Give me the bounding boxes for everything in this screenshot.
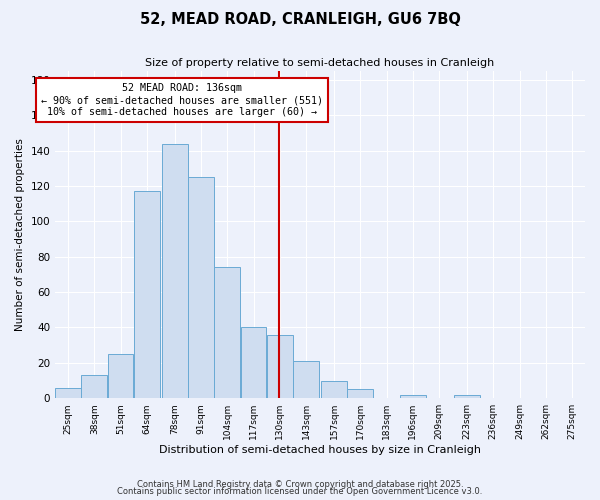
X-axis label: Distribution of semi-detached houses by size in Cranleigh: Distribution of semi-detached houses by … <box>159 445 481 455</box>
Bar <box>55 388 81 398</box>
Bar <box>82 375 107 398</box>
Bar <box>347 390 373 398</box>
Bar <box>214 268 240 398</box>
Bar <box>162 144 188 398</box>
Bar <box>107 354 133 398</box>
Bar <box>454 394 480 398</box>
Bar <box>400 394 425 398</box>
Bar <box>266 334 293 398</box>
Text: Contains HM Land Registry data © Crown copyright and database right 2025.: Contains HM Land Registry data © Crown c… <box>137 480 463 489</box>
Title: Size of property relative to semi-detached houses in Cranleigh: Size of property relative to semi-detach… <box>145 58 495 68</box>
Bar <box>293 361 319 398</box>
Bar <box>188 177 214 398</box>
Bar <box>134 192 160 398</box>
Text: Contains public sector information licensed under the Open Government Licence v3: Contains public sector information licen… <box>118 488 482 496</box>
Bar <box>241 328 266 398</box>
Text: 52, MEAD ROAD, CRANLEIGH, GU6 7BQ: 52, MEAD ROAD, CRANLEIGH, GU6 7BQ <box>140 12 460 28</box>
Y-axis label: Number of semi-detached properties: Number of semi-detached properties <box>15 138 25 331</box>
Text: 52 MEAD ROAD: 136sqm
← 90% of semi-detached houses are smaller (551)
10% of semi: 52 MEAD ROAD: 136sqm ← 90% of semi-detac… <box>41 84 323 116</box>
Bar <box>321 380 347 398</box>
